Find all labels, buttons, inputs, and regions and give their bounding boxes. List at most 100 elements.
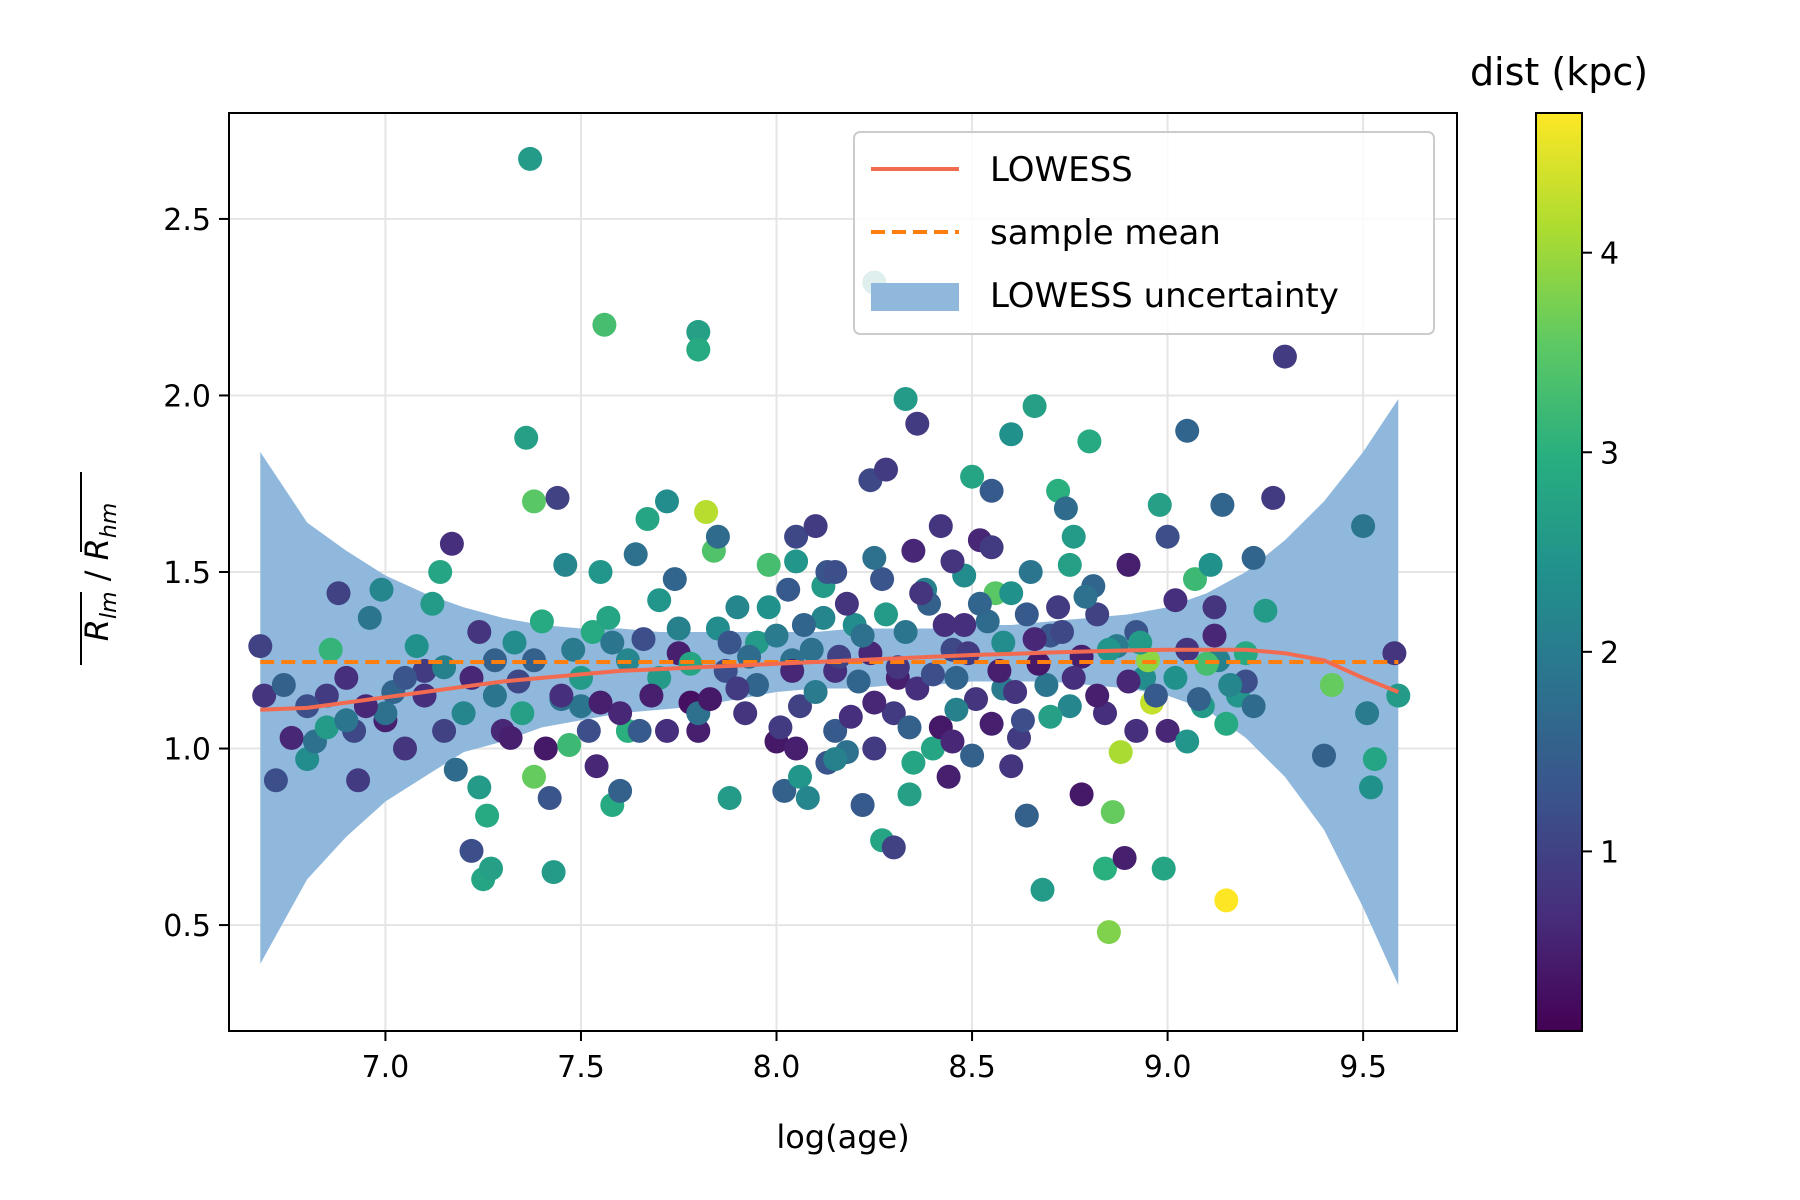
scatter-point-26 [467, 775, 492, 800]
scatter-point-117 [1061, 524, 1086, 549]
scatter-point-201 [909, 581, 934, 606]
scatter-point-100 [928, 514, 953, 539]
scatter-point-40 [533, 736, 558, 761]
scatter-point-207 [979, 711, 1004, 736]
scatter-point-41 [537, 786, 562, 810]
scatter-point-48 [580, 620, 605, 644]
scatter-point-151 [1355, 701, 1380, 726]
scatter-point-174 [964, 687, 988, 712]
scatter-point-200 [897, 715, 922, 740]
scatter-point-145 [1253, 598, 1278, 623]
y-tick-label-2: 1.5 [163, 556, 211, 591]
scatter-point-59 [647, 588, 672, 613]
scatter-point-60 [655, 489, 679, 514]
scatter-point-58 [635, 507, 660, 531]
y-axis-ticks: 0.5 1.0 1.5 2.0 2.5 [163, 203, 229, 944]
scatter-point-246 [393, 665, 417, 690]
y-label-num-sub: lm [97, 591, 122, 619]
scatter-point-3 [271, 673, 296, 697]
scatter-point-177 [999, 581, 1024, 606]
scatter-point-139 [1210, 492, 1235, 517]
scatter-point-99 [920, 736, 945, 761]
scatter-point-216 [1085, 683, 1110, 708]
scatter-point-123 [1100, 800, 1125, 825]
scatter-point-66 [686, 337, 711, 362]
legend-band-swatch [871, 283, 959, 311]
scatter-point-2 [263, 768, 288, 793]
scatter-point-238 [510, 701, 535, 726]
scatter-point-131 [1151, 856, 1176, 881]
scatter-point-38 [522, 764, 546, 789]
scatter-point-196 [850, 623, 875, 648]
scatter-point-180 [1034, 673, 1059, 697]
scatter-point-113 [1030, 877, 1055, 902]
scatter-point-150 [1351, 514, 1376, 539]
scatter-point-10 [334, 665, 359, 690]
scatter-point-97 [905, 411, 930, 436]
scatter-point-152 [1359, 775, 1383, 800]
scatter-point-267 [999, 754, 1024, 779]
x-tick-label-3: 8.5 [948, 1050, 996, 1085]
scatter-point-4 [279, 725, 304, 750]
scatter-point-245 [412, 683, 437, 708]
scatter-point-154 [1382, 641, 1407, 666]
colorbar-tick-label-2: 3 [1600, 436, 1619, 471]
scatter-point-39 [529, 609, 554, 634]
scatter-point-183 [1069, 644, 1094, 669]
scatter-point-153 [1362, 747, 1387, 772]
scatter-point-212 [1038, 704, 1063, 729]
scatter-point-14 [369, 577, 394, 602]
scatter-point-82 [803, 514, 828, 539]
scatter-point-250 [314, 683, 339, 708]
scatter-point-111 [1014, 803, 1039, 828]
scatter-point-109 [999, 422, 1024, 447]
scatter-point-7 [314, 715, 339, 740]
scatter-point-45 [553, 552, 578, 577]
legend-band-label: LOWESS uncertainty [990, 276, 1339, 316]
scatter-point-61 [662, 567, 687, 592]
scatter-point-124 [1108, 740, 1133, 765]
scatter-point-49 [584, 754, 609, 779]
scatter-point-279 [862, 545, 887, 570]
scatter-point-203 [932, 613, 957, 637]
scatter-point-276 [1057, 552, 1082, 577]
scatter-point-159 [788, 694, 812, 719]
scatter-point-0 [248, 634, 273, 659]
scatter-point-213 [1050, 620, 1074, 644]
scatter-point-209 [1003, 680, 1028, 704]
scatter-point-147 [1272, 344, 1297, 369]
scatter-point-233 [576, 718, 601, 743]
scatter-point-228 [608, 701, 633, 726]
scatter-point-187 [1116, 669, 1141, 694]
scatter-point-242 [451, 701, 476, 726]
scatter-point-88 [850, 793, 875, 817]
scatter-point-130 [1147, 492, 1172, 517]
scatter-point-126 [1116, 552, 1141, 577]
colorbar-tick-label-3: 4 [1600, 237, 1619, 272]
scatter-point-198 [874, 602, 898, 627]
scatter-point-272 [823, 747, 848, 772]
scatter-point-20 [420, 591, 445, 616]
scatter-point-81 [795, 786, 820, 810]
scatter-point-182 [1057, 694, 1082, 719]
scatter-point-258 [1218, 673, 1243, 697]
scatter-point-149 [1319, 673, 1344, 697]
x-tick-label-5: 9.5 [1339, 1050, 1387, 1085]
x-tick-label-4: 9.0 [1144, 1050, 1192, 1085]
y-tick-label-0: 0.5 [163, 909, 211, 944]
scatter-point-122 [1096, 920, 1121, 945]
scatter-point-275 [1018, 560, 1043, 584]
scatter-point-67 [694, 500, 719, 524]
scatter-point-191 [791, 613, 816, 637]
scatter-point-194 [827, 644, 852, 669]
scatter-point-13 [357, 605, 382, 630]
scatter-point-181 [1046, 595, 1071, 620]
scatter-point-52 [596, 605, 621, 630]
scatter-point-269 [940, 729, 965, 754]
scatter-point-234 [549, 683, 574, 708]
scatter-point-169 [905, 676, 930, 701]
y-axis-label: Rlm / Rhm [78, 472, 122, 665]
colorbar-ticks: 1 2 3 4 [1582, 237, 1619, 870]
scatter-point-24 [443, 757, 468, 782]
